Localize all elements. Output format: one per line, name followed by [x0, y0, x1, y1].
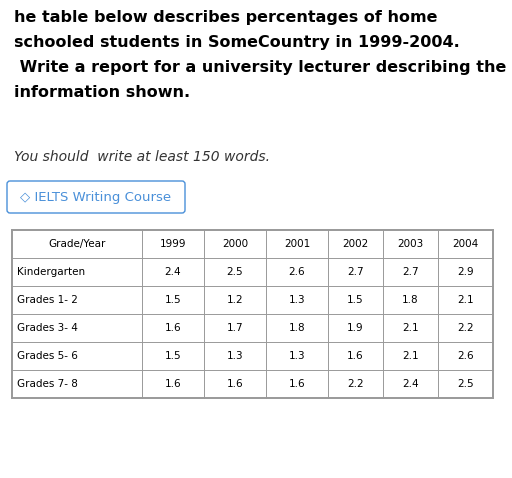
- Text: Write a report for a university lecturer describing the: Write a report for a university lecturer…: [14, 60, 506, 75]
- FancyBboxPatch shape: [7, 181, 185, 213]
- Text: 2.1: 2.1: [457, 295, 474, 305]
- Text: 1.3: 1.3: [289, 295, 305, 305]
- Text: 2.1: 2.1: [402, 351, 419, 361]
- Text: 1.6: 1.6: [289, 379, 305, 389]
- Text: Grade/Year: Grade/Year: [48, 239, 105, 249]
- Text: 1.3: 1.3: [289, 351, 305, 361]
- Text: 1.8: 1.8: [289, 323, 305, 333]
- Text: 2.2: 2.2: [347, 379, 364, 389]
- Text: 1.8: 1.8: [402, 295, 419, 305]
- Text: 1.3: 1.3: [227, 351, 243, 361]
- Text: 2001: 2001: [284, 239, 310, 249]
- Text: schooled students in SomeCountry in 1999-2004.: schooled students in SomeCountry in 1999…: [14, 35, 460, 50]
- Text: 1999: 1999: [160, 239, 186, 249]
- Text: 2004: 2004: [453, 239, 479, 249]
- Bar: [12, 230, 493, 398]
- Text: 1.6: 1.6: [347, 351, 364, 361]
- Text: 2003: 2003: [397, 239, 423, 249]
- Text: 2.6: 2.6: [457, 351, 474, 361]
- Text: 2.2: 2.2: [457, 323, 474, 333]
- Text: Grades 3- 4: Grades 3- 4: [17, 323, 78, 333]
- Text: Kindergarten: Kindergarten: [17, 267, 85, 277]
- Text: 2.9: 2.9: [457, 267, 474, 277]
- Text: 1.5: 1.5: [165, 295, 181, 305]
- Text: 1.6: 1.6: [165, 323, 181, 333]
- Text: 1.9: 1.9: [347, 323, 364, 333]
- Text: 2.4: 2.4: [165, 267, 181, 277]
- Text: 2.4: 2.4: [402, 379, 419, 389]
- Text: 1.6: 1.6: [165, 379, 181, 389]
- Text: 2.7: 2.7: [402, 267, 419, 277]
- Text: 2.5: 2.5: [227, 267, 243, 277]
- Text: 1.7: 1.7: [227, 323, 243, 333]
- Text: 2002: 2002: [343, 239, 369, 249]
- Text: Grades 5- 6: Grades 5- 6: [17, 351, 78, 361]
- Text: 2.5: 2.5: [457, 379, 474, 389]
- Text: 2000: 2000: [222, 239, 248, 249]
- Text: ◇ IELTS Writing Course: ◇ IELTS Writing Course: [20, 191, 172, 204]
- Text: 1.2: 1.2: [227, 295, 243, 305]
- Text: 1.5: 1.5: [165, 351, 181, 361]
- Text: 2.1: 2.1: [402, 323, 419, 333]
- Text: Grades 7- 8: Grades 7- 8: [17, 379, 78, 389]
- Text: You should  write at least 150 words.: You should write at least 150 words.: [14, 150, 270, 164]
- Text: 1.6: 1.6: [227, 379, 243, 389]
- Text: Grades 1- 2: Grades 1- 2: [17, 295, 78, 305]
- Text: 2.7: 2.7: [347, 267, 364, 277]
- Text: he table below describes percentages of home: he table below describes percentages of …: [14, 10, 437, 25]
- Text: information shown.: information shown.: [14, 85, 190, 100]
- Text: 1.5: 1.5: [347, 295, 364, 305]
- Text: 2.6: 2.6: [289, 267, 305, 277]
